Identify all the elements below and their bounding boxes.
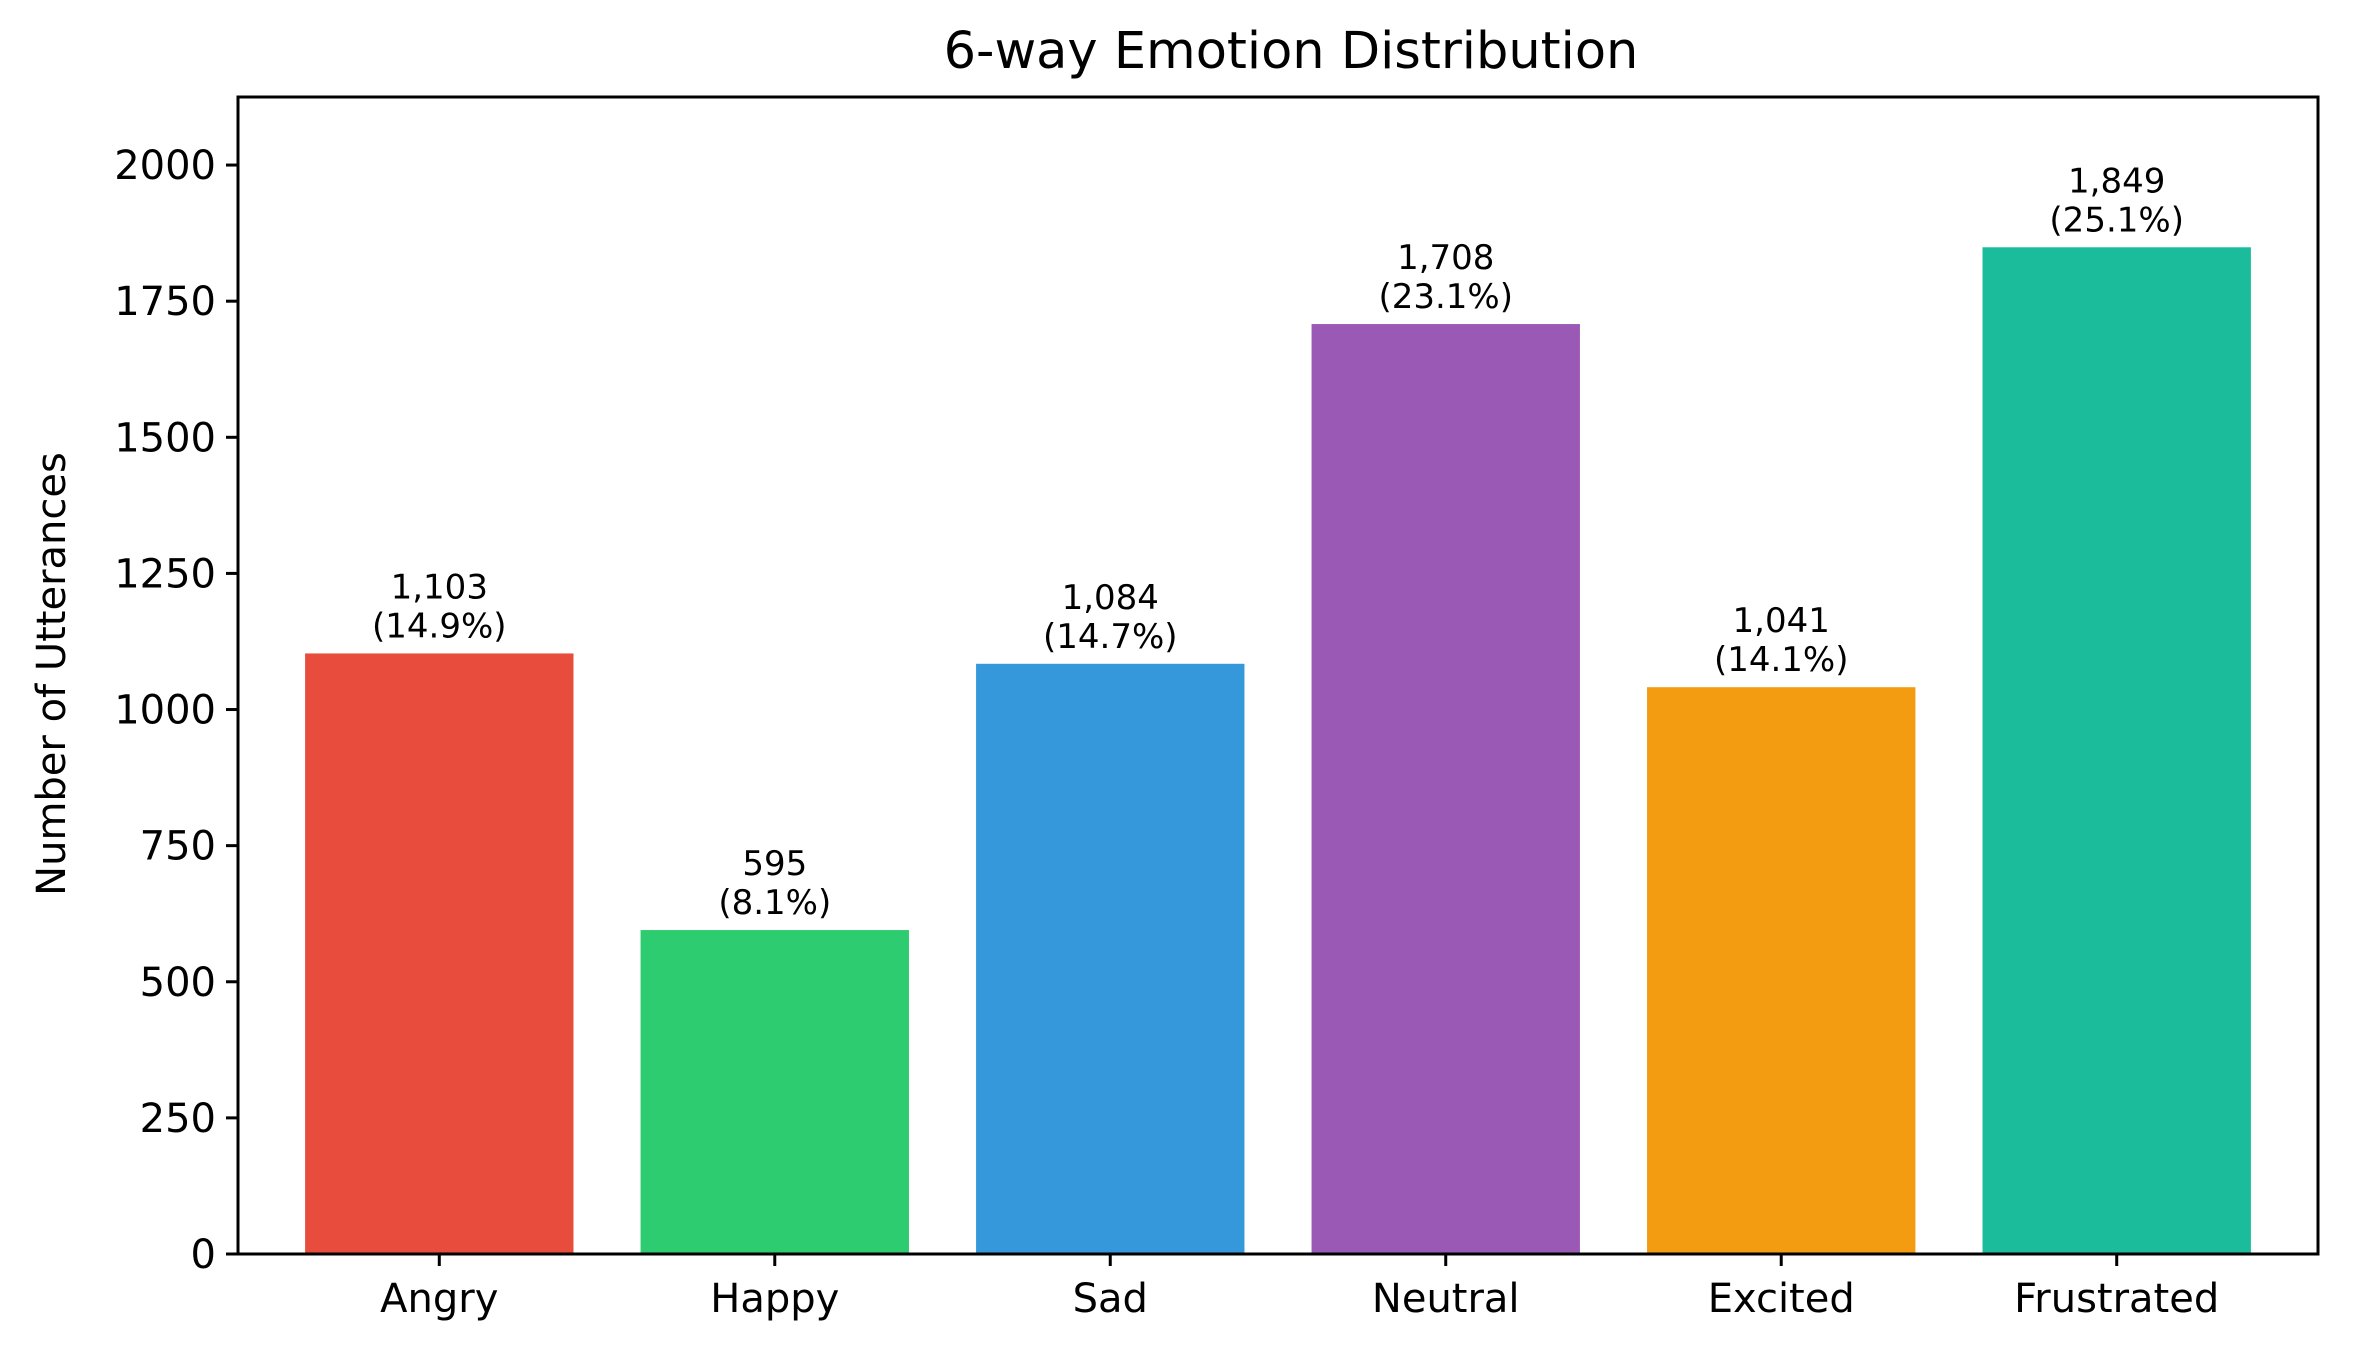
y-tick-label: 1750 bbox=[114, 279, 216, 325]
bar-neutral bbox=[1311, 324, 1580, 1255]
chart-title: 6-way Emotion Distribution bbox=[944, 22, 1639, 81]
bar-percent-label: (14.1%) bbox=[1714, 640, 1849, 680]
y-tick-label: 0 bbox=[191, 1232, 216, 1278]
y-tick-label: 1500 bbox=[114, 415, 216, 461]
plot-frame bbox=[236, 95, 2320, 1256]
bar-excited bbox=[1647, 687, 1916, 1254]
y-tick-label: 500 bbox=[140, 960, 216, 1006]
y-tick-label: 250 bbox=[140, 1096, 216, 1142]
y-tick-label: 2000 bbox=[114, 143, 216, 189]
bar-value-label: 1,103 bbox=[391, 567, 488, 607]
bar-percent-label: (8.1%) bbox=[718, 883, 831, 923]
x-tick-label: Neutral bbox=[1372, 1276, 1520, 1322]
bar-percent-label: (23.1%) bbox=[1378, 277, 1513, 317]
bar-value-label: 595 bbox=[742, 844, 807, 884]
bar-value-label: 1,041 bbox=[1733, 601, 1830, 641]
bar-labels-layer: 1,103(14.9%)595(8.1%)1,084(14.7%)1,708(2… bbox=[372, 161, 2184, 923]
bar-value-label: 1,084 bbox=[1062, 578, 1159, 618]
bar-value-label: 1,708 bbox=[1397, 238, 1494, 278]
bar-percent-label: (14.7%) bbox=[1043, 617, 1178, 657]
bar-frustrated bbox=[1982, 247, 2251, 1255]
bar-percent-label: (25.1%) bbox=[2049, 200, 2184, 240]
x-tick-label: Happy bbox=[710, 1276, 839, 1322]
y-tick-label: 750 bbox=[140, 824, 216, 870]
x-tick-label: Angry bbox=[380, 1276, 498, 1322]
x-tick-label: Frustrated bbox=[2014, 1276, 2219, 1322]
bar-angry bbox=[305, 653, 574, 1254]
x-axis: Angry Happy Sad Neutral Excited Frustrated bbox=[380, 1254, 2219, 1322]
y-axis-label: Number of Utterances bbox=[29, 452, 75, 896]
bar-value-label: 1,849 bbox=[2068, 161, 2165, 201]
bars-layer bbox=[305, 247, 2251, 1255]
y-tick-label: 1000 bbox=[114, 688, 216, 734]
bar-percent-label: (14.9%) bbox=[372, 606, 507, 646]
bar-happy bbox=[640, 930, 909, 1254]
y-tick-label: 1250 bbox=[114, 551, 216, 597]
bar-sad bbox=[976, 663, 1245, 1254]
x-tick-label: Sad bbox=[1073, 1276, 1148, 1322]
x-tick-label: Excited bbox=[1708, 1276, 1855, 1322]
y-axis: 0 250 500 750 1000 1250 1500 1750 2000 bbox=[114, 143, 238, 1278]
